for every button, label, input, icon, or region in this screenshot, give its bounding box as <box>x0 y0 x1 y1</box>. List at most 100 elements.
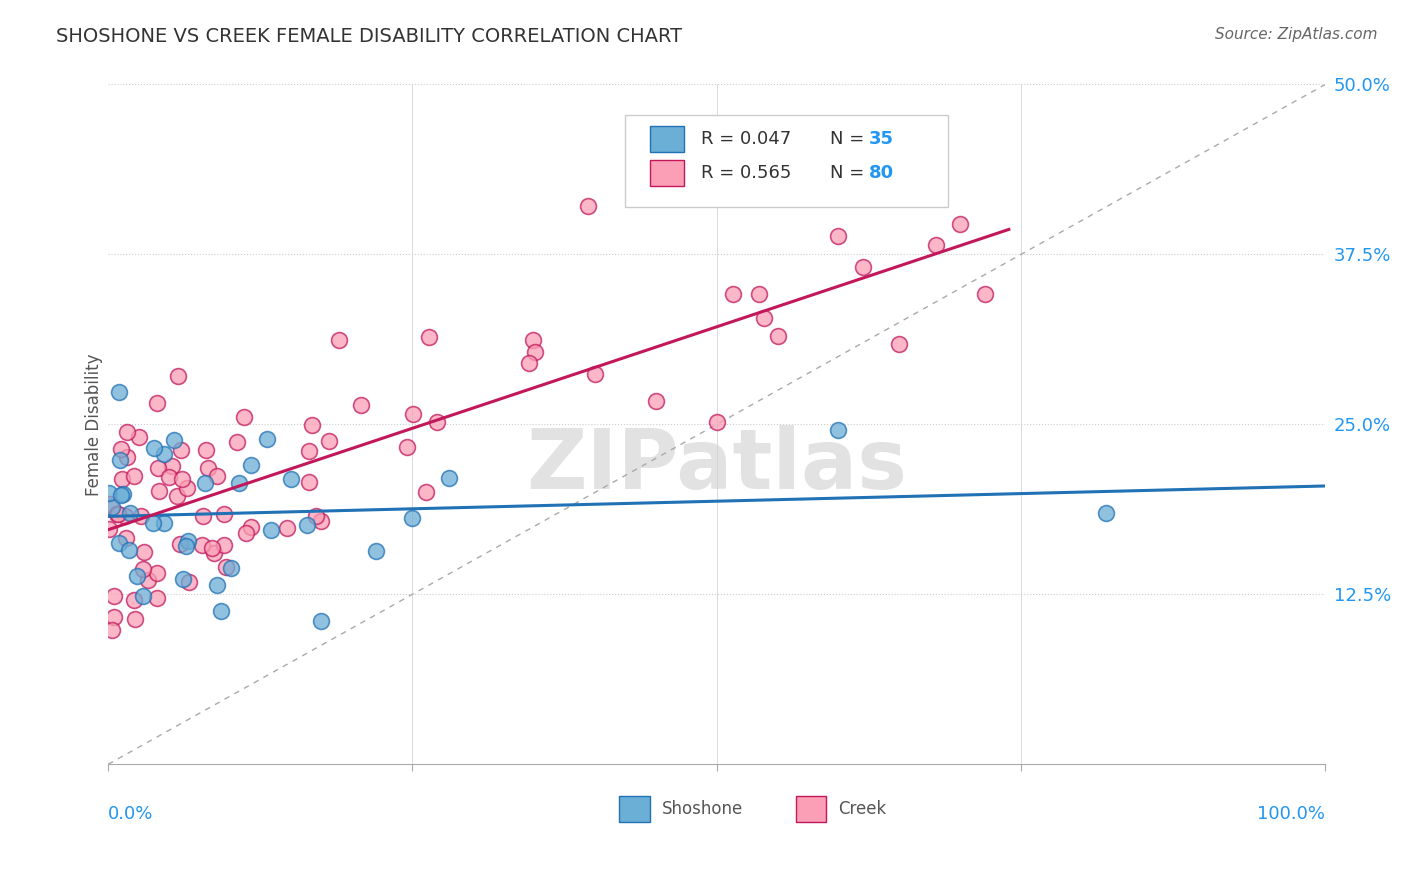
Point <box>576 199 599 213</box>
FancyBboxPatch shape <box>626 115 948 207</box>
Point <box>195 442 218 457</box>
Point <box>1095 506 1118 520</box>
Point <box>644 394 666 409</box>
Bar <box>796 797 827 822</box>
Point <box>415 485 437 500</box>
Point <box>110 442 132 456</box>
Point <box>401 511 423 525</box>
Point <box>153 447 176 461</box>
Point <box>827 229 849 244</box>
Point <box>328 333 350 347</box>
Point <box>305 508 328 523</box>
Point <box>131 589 153 603</box>
Point <box>949 217 972 231</box>
Point <box>115 532 138 546</box>
Point <box>98 497 121 511</box>
Point <box>107 385 129 400</box>
Point <box>298 444 321 458</box>
Point <box>298 475 321 489</box>
Bar <box>650 160 683 186</box>
Point <box>134 545 156 559</box>
Point <box>350 398 373 412</box>
Point <box>142 516 165 531</box>
Point <box>110 453 132 467</box>
Point <box>98 522 121 536</box>
Point <box>426 415 449 429</box>
Point <box>172 472 194 486</box>
Point <box>827 423 849 437</box>
Point <box>889 337 911 351</box>
Point <box>191 538 214 552</box>
Text: Source: ZipAtlas.com: Source: ZipAtlas.com <box>1215 27 1378 42</box>
Text: 100.0%: 100.0% <box>1257 805 1326 823</box>
Point <box>209 604 232 618</box>
Y-axis label: Female Disability: Female Disability <box>86 353 103 496</box>
Text: 35: 35 <box>869 130 894 148</box>
Text: N =: N = <box>830 130 870 148</box>
Point <box>146 461 169 475</box>
Point <box>748 287 770 301</box>
Point <box>146 566 169 580</box>
Point <box>212 537 235 551</box>
Point <box>205 578 228 592</box>
Point <box>517 356 540 370</box>
Point <box>219 561 242 575</box>
Point <box>131 508 153 523</box>
Text: 0.0%: 0.0% <box>108 805 153 823</box>
Point <box>233 409 256 424</box>
Text: SHOSHONE VS CREEK FEMALE DISABILITY CORRELATION CHART: SHOSHONE VS CREEK FEMALE DISABILITY CORR… <box>56 27 682 45</box>
Point <box>239 520 262 534</box>
Point <box>852 260 875 274</box>
Point <box>201 541 224 556</box>
Point <box>103 610 125 624</box>
Point <box>101 623 124 637</box>
Text: N =: N = <box>830 164 870 182</box>
Point <box>766 329 789 343</box>
Point <box>145 395 167 409</box>
Point <box>124 612 146 626</box>
Point <box>280 472 302 486</box>
Point <box>122 469 145 483</box>
Text: R = 0.565: R = 0.565 <box>702 164 792 182</box>
Text: Creek: Creek <box>838 800 887 818</box>
Point <box>169 537 191 551</box>
Point <box>176 482 198 496</box>
Bar <box>620 797 650 822</box>
Point <box>107 508 129 522</box>
Point <box>235 526 257 541</box>
Point <box>148 483 170 498</box>
Point <box>295 518 318 533</box>
Point <box>103 589 125 603</box>
Point <box>973 286 995 301</box>
Point <box>120 506 142 520</box>
Point <box>117 450 139 464</box>
Point <box>418 329 440 343</box>
Point <box>170 442 193 457</box>
Point <box>136 574 159 588</box>
Point <box>146 591 169 605</box>
Point <box>752 311 775 326</box>
Point <box>166 489 188 503</box>
Point <box>105 508 128 522</box>
Point <box>215 559 238 574</box>
Point <box>228 476 250 491</box>
Point <box>256 432 278 446</box>
Text: 80: 80 <box>869 164 894 182</box>
Point <box>706 415 728 429</box>
Point <box>194 475 217 490</box>
Point <box>166 368 188 383</box>
Point <box>128 430 150 444</box>
Point <box>160 458 183 473</box>
Point <box>125 568 148 582</box>
Point <box>162 433 184 447</box>
Point <box>721 287 744 301</box>
Point <box>197 460 219 475</box>
Point <box>177 533 200 548</box>
Point <box>118 542 141 557</box>
Point <box>226 434 249 449</box>
Point <box>583 368 606 382</box>
Point <box>157 470 180 484</box>
Point <box>301 417 323 432</box>
Point <box>402 407 425 421</box>
Point <box>311 614 333 628</box>
